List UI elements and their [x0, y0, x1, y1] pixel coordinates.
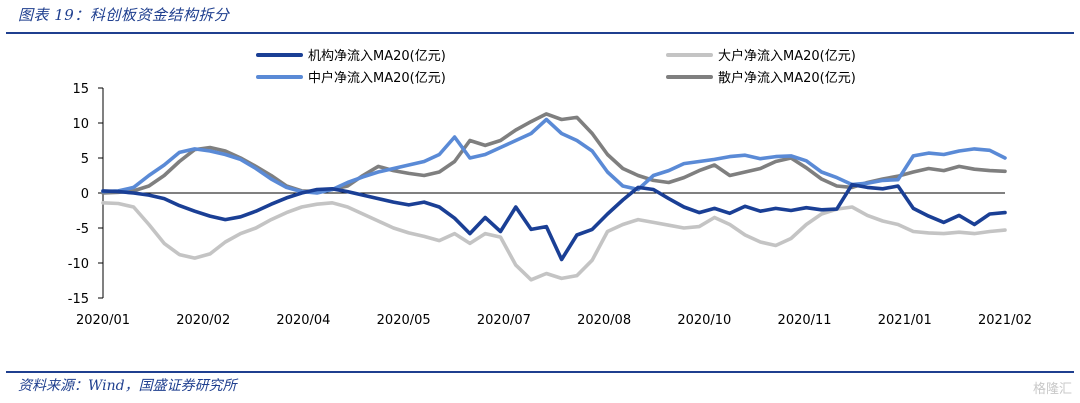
- figure-title: 图表 19：科创板资金结构拆分: [18, 6, 230, 24]
- watermark-logo: 格隆汇: [1032, 382, 1072, 397]
- x-tick-label: 2020/05: [377, 313, 431, 328]
- x-tick-label: 2020/10: [677, 313, 731, 328]
- x-tick-label: 2021/02: [978, 313, 1032, 328]
- top-rule: [6, 32, 1074, 34]
- series-line-1: [101, 201, 1007, 282]
- y-tick-label: -5: [76, 222, 89, 237]
- x-tick-label: 2020/07: [477, 313, 531, 328]
- x-tick-label: 2020/01: [76, 313, 130, 328]
- y-tick-label: -10: [68, 257, 89, 272]
- legend-label-2: 中户净流入MA20(亿元): [308, 70, 446, 86]
- bottom-rule: [6, 371, 1074, 373]
- y-tick-label: 10: [72, 117, 89, 132]
- x-tick-label: 2020/04: [276, 313, 330, 328]
- legend-label-1: 大户净流入MA20(亿元): [718, 48, 856, 64]
- x-tick-label: 2020/11: [778, 313, 832, 328]
- y-tick-label: 0: [81, 187, 89, 202]
- source-note: 资料来源：Wind，国盛证券研究所: [18, 378, 237, 394]
- x-tick-label: 2020/02: [176, 313, 230, 328]
- legend-label-0: 机构净流入MA20(亿元): [308, 49, 446, 64]
- x-tick-label: 2020/08: [577, 313, 631, 328]
- series-line-0: [101, 182, 1007, 262]
- legend-label-3: 散户净流入MA20(亿元): [718, 70, 856, 86]
- y-tick-label: -15: [68, 292, 89, 307]
- chart-series: [101, 112, 1007, 282]
- chart-axes: 15 10 5 0 -5 -10 -15 2020/01 2020/02 2020/04 2020/…: [68, 82, 1032, 328]
- y-tick-label: 15: [72, 82, 89, 97]
- y-tick-label: 5: [81, 152, 89, 167]
- x-tick-label: 2021/01: [878, 313, 932, 328]
- chart-legend: 机构净流入MA20(亿元) 大户净流入MA20(亿元) 中户净流入MA20(亿元) 散…: [256, 48, 856, 86]
